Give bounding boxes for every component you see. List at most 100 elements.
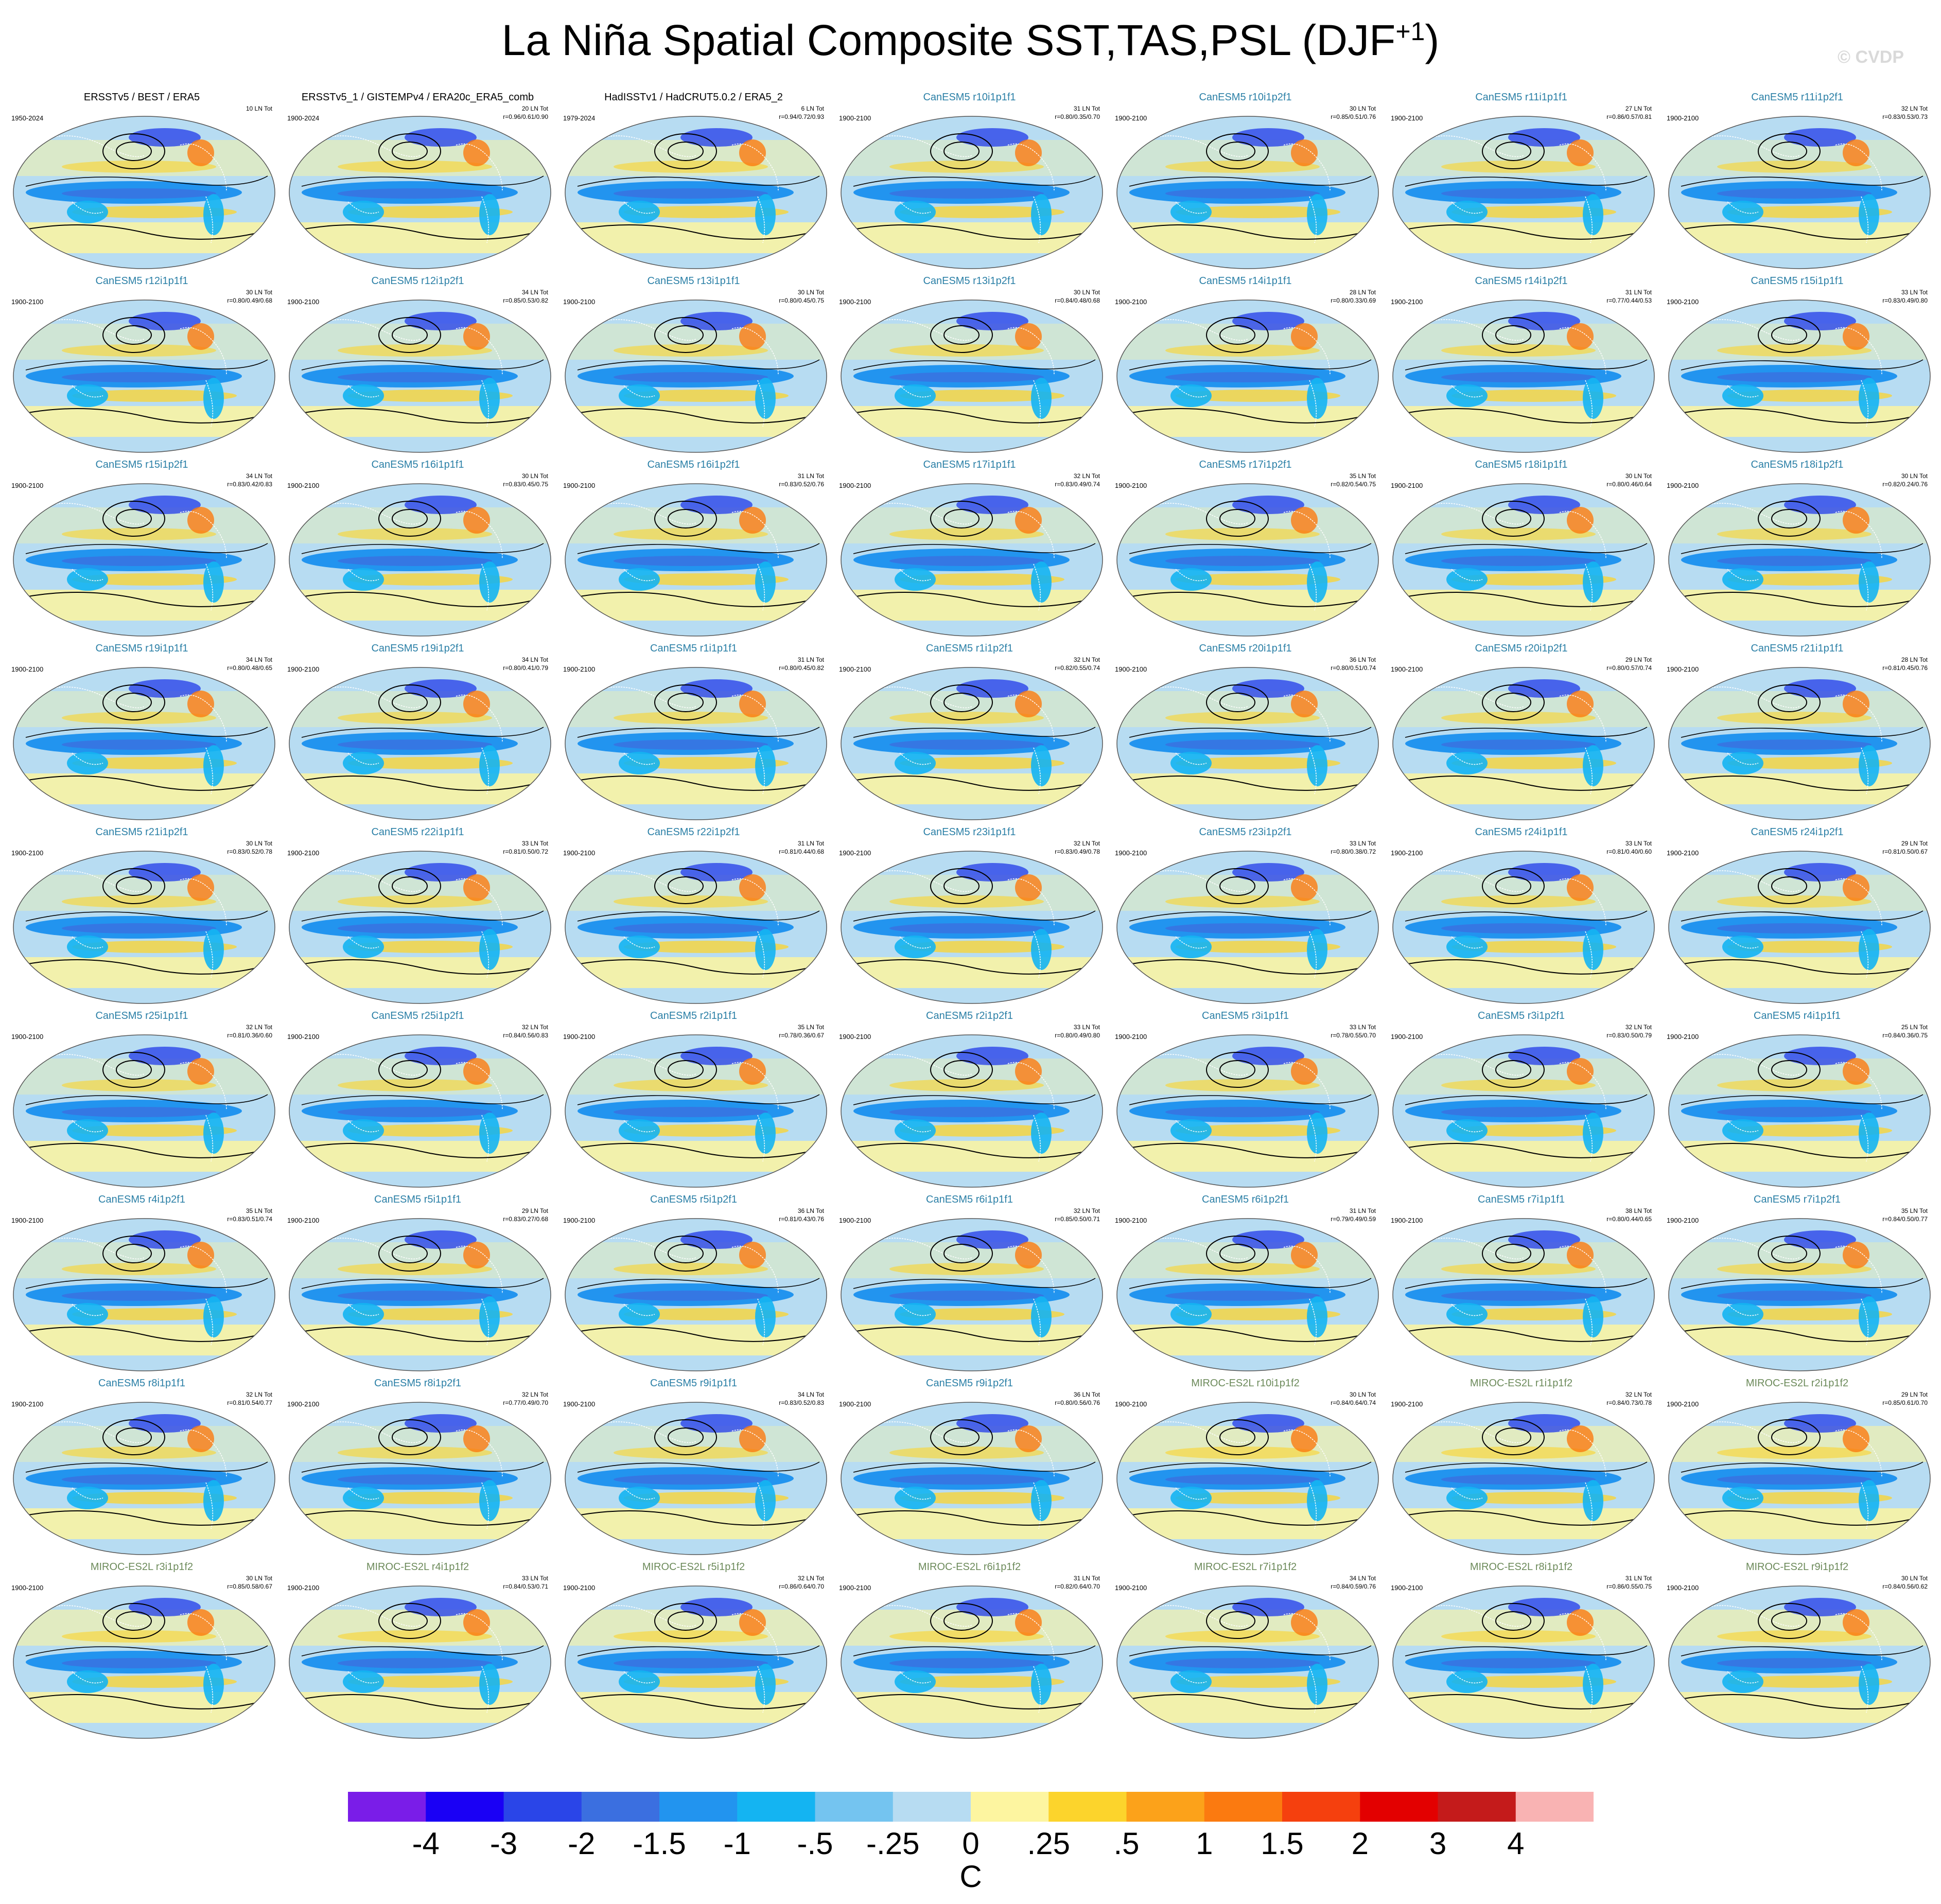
composite-map: [841, 116, 1103, 269]
coastline: [592, 1054, 779, 1162]
panel-pattern-correlation: r=0.85/0.53/0.82: [503, 297, 548, 304]
south-pacific-warm: [72, 1676, 237, 1688]
southern-warm-band: [13, 1141, 275, 1172]
southern-warm-band: [841, 222, 1103, 253]
map-panel: CanESM5 r19i1p1f1 1900-2100 34 LN Tot r=0.8…: [4, 643, 279, 826]
coastline: [1420, 686, 1606, 795]
panel-pattern-correlation: r=0.82/0.64/0.70: [1055, 1583, 1100, 1590]
colorbar-swatch: [503, 1792, 582, 1822]
psl-contour: [102, 133, 165, 169]
panel-event-count: 32 LN Tot: [1625, 1024, 1652, 1031]
panel-period: 1900-2100: [1667, 114, 1699, 122]
panel-title: ERSSTv5 / BEST / ERA5: [83, 92, 200, 103]
southern-warm-band: [565, 773, 827, 804]
north-pacific-warm: [338, 1447, 492, 1459]
panel-event-count: 36 LN Tot: [797, 1207, 824, 1214]
panel-title: CanESM5 r13i1p1f1: [647, 275, 740, 287]
panel-title: CanESM5 r13i1p2f1: [923, 275, 1016, 287]
south-pacific-warm: [348, 1124, 513, 1137]
panel-event-count: 30 LN Tot: [246, 840, 272, 847]
southern-warm-band: [841, 590, 1103, 621]
composite-map: [1392, 116, 1655, 269]
composite-map: [841, 483, 1103, 637]
map-panel: CanESM5 r9i1p2f1 1900-2100 36 LN Tot r=0.80…: [832, 1378, 1107, 1561]
map-outline: [289, 851, 551, 1004]
panel-title: CanESM5 r18i1p1f1: [1475, 459, 1568, 470]
map-outline: [289, 1585, 551, 1739]
panel-period: 1900-2100: [1667, 482, 1699, 489]
composite-map: [841, 1218, 1103, 1371]
high-latitude-cold: [956, 496, 1028, 514]
map-outline: [565, 1585, 827, 1739]
north-america-warm: [1291, 323, 1318, 350]
north-pacific-warm: [338, 712, 492, 724]
panel-pattern-correlation: r=0.80/0.41/0.79: [503, 664, 548, 672]
panel-period: 1900-2100: [287, 665, 320, 673]
south-pacific-warm: [1452, 1308, 1616, 1320]
high-latitude-cold: [956, 863, 1028, 882]
colorbar-tick-label: -2: [568, 1826, 596, 1861]
psl-contour: [1482, 1603, 1545, 1639]
north-pacific-warm: [889, 344, 1044, 357]
panel-pattern-correlation: r=0.82/0.55/0.74: [1055, 664, 1100, 672]
map-panel: CanESM5 r3i1p1f1 1900-2100 33 LN Tot r=0.78…: [1108, 1010, 1383, 1194]
panel-period: 1900-2100: [839, 665, 871, 673]
southern-warm-band: [1669, 406, 1930, 437]
coastline: [317, 1421, 503, 1529]
colorbar-tick-label: 3: [1429, 1826, 1447, 1861]
map-panel: CanESM5 r5i1p2f1 1900-2100 36 LN Tot r=0.81…: [556, 1194, 831, 1378]
panel-title: CanESM5 r5i1p2f1: [650, 1194, 737, 1205]
south-pacific-warm: [72, 1308, 237, 1320]
high-latitude-cold: [1508, 496, 1580, 514]
north-pacific-warm: [1441, 1079, 1596, 1091]
map-outline: [565, 1402, 827, 1555]
coastline: [1696, 686, 1882, 795]
southern-warm-band: [1117, 957, 1378, 988]
high-latitude-cold: [956, 1047, 1028, 1065]
panel-period: 1900-2100: [563, 1584, 596, 1592]
panel-title: CanESM5 r8i1p1f1: [98, 1378, 185, 1389]
panel-period: 1900-2100: [563, 482, 596, 489]
south-pacific-warm: [1176, 941, 1340, 953]
panel-event-count: 30 LN Tot: [246, 1575, 272, 1582]
panel-pattern-correlation: r=0.81/0.40/0.60: [1606, 848, 1652, 855]
north-pacific-warm: [338, 1263, 492, 1275]
north-america-warm: [187, 874, 214, 901]
panel-period: 1950-2024: [11, 114, 44, 122]
panel-title: CanESM5 r18i1p2f1: [1751, 459, 1844, 470]
composite-map: [1116, 116, 1379, 269]
high-latitude-cold: [1232, 496, 1304, 514]
map-panel: CanESM5 r25i1p1f1 1900-2100 32 LN Tot r=0.8…: [4, 1010, 279, 1194]
map-outline: [841, 667, 1103, 820]
map-outline: [1392, 116, 1655, 269]
psl-contour: [1206, 1419, 1269, 1455]
panel-event-count: 6 LN Tot: [801, 105, 824, 112]
north-america-warm: [187, 1425, 214, 1452]
coastline: [868, 1605, 1055, 1713]
high-latitude-cold: [956, 1598, 1028, 1616]
high-latitude-cold: [129, 1230, 201, 1249]
southern-warm-band: [13, 1508, 275, 1539]
panel-pattern-correlation: r=0.80/0.51/0.74: [1331, 664, 1376, 672]
panel-event-count: 33 LN Tot: [1625, 840, 1652, 847]
map-panel: CanESM5 r8i1p1f1 1900-2100 32 LN Tot r=0.81…: [4, 1378, 279, 1561]
coastline: [41, 319, 227, 427]
southern-warm-band: [565, 1325, 827, 1355]
panel-title: MIROC-ES2L r9i1p1f2: [1745, 1561, 1849, 1573]
panel-pattern-correlation: r=0.84/0.64/0.74: [1331, 1399, 1376, 1406]
north-america-warm: [1015, 507, 1042, 534]
psl-contour: [654, 1236, 717, 1272]
panel-pattern-correlation: r=0.81/0.50/0.72: [503, 848, 548, 855]
coastline: [868, 135, 1055, 243]
psl-contour: [102, 1236, 165, 1272]
map-outline: [13, 1034, 275, 1188]
psl-contour: [102, 868, 165, 904]
south-pacific-warm: [624, 1308, 789, 1320]
psl-contour: [930, 133, 993, 169]
south-pacific-warm: [1727, 1124, 1892, 1137]
panel-period: 1900-2100: [563, 1217, 596, 1224]
map-outline: [289, 116, 551, 269]
psl-contour: [654, 1052, 717, 1088]
panel-pattern-correlation: r=0.83/0.49/0.78: [1055, 848, 1100, 855]
map-outline: [841, 1218, 1103, 1371]
